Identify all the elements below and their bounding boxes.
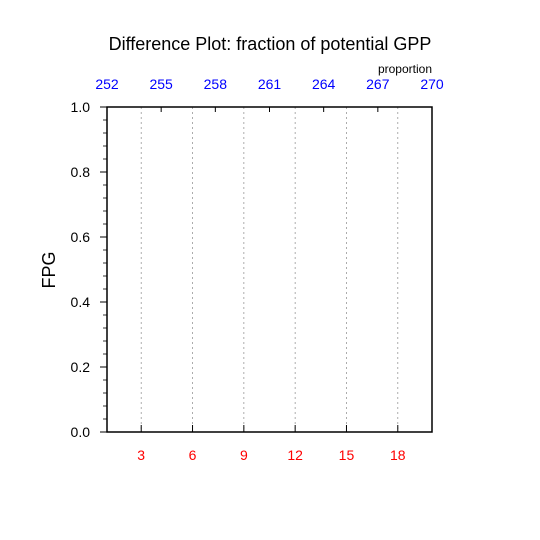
top-tick-label-261: 261	[258, 76, 282, 92]
plot-frame	[106, 106, 433, 433]
major-ticks	[100, 106, 433, 433]
y-tick-label-0.6: 0.6	[71, 229, 91, 245]
y-tick-label-0.0: 0.0	[71, 424, 91, 440]
x-tick-label-15: 15	[339, 447, 355, 463]
y-tick-label-1.0: 1.0	[71, 99, 91, 115]
y-tick-label-0.2: 0.2	[71, 359, 91, 375]
x-tick-label-18: 18	[390, 447, 406, 463]
y-tick-label-0.4: 0.4	[71, 294, 91, 310]
top-tick-label-270: 270	[420, 76, 444, 92]
y-tick-label-0.8: 0.8	[71, 164, 91, 180]
top-tick-label-264: 264	[312, 76, 336, 92]
top-axis-units-label: proportion	[378, 62, 432, 76]
x-tick-label-3: 3	[137, 447, 145, 463]
top-tick-label-255: 255	[149, 76, 173, 92]
x-tick-label-12: 12	[287, 447, 303, 463]
top-tick-label-267: 267	[366, 76, 390, 92]
chart-title: Difference Plot: fraction of potential G…	[109, 34, 432, 54]
x-tick-label-9: 9	[240, 447, 248, 463]
top-tick-label-258: 258	[204, 76, 228, 92]
x-tick-label-6: 6	[189, 447, 197, 463]
tick-labels: 3 6 9 12 15 18 252 255 258 261 264 267 270 0.0 0.2 0.4 0…	[71, 76, 444, 463]
y-axis-label: FPG	[39, 251, 59, 288]
grid-lines	[140, 107, 399, 432]
top-tick-label-252: 252	[95, 76, 119, 92]
